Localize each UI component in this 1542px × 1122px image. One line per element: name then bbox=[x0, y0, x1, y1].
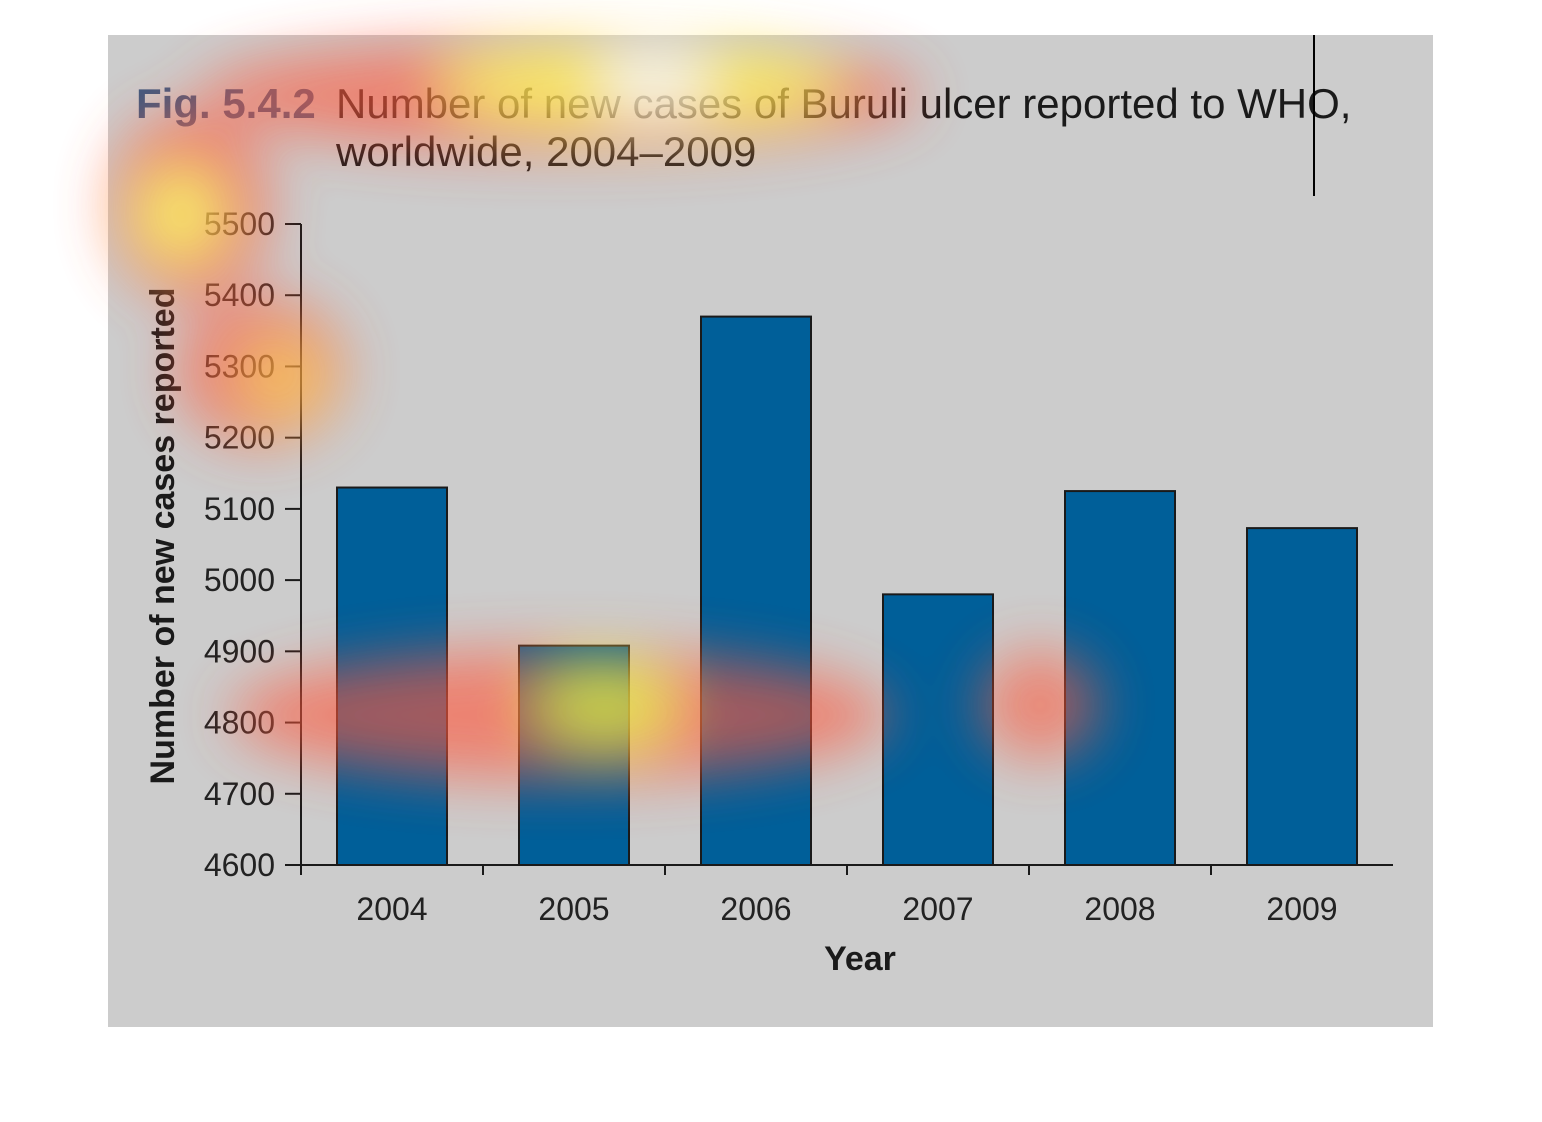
x-tick-label-2009: 2009 bbox=[1266, 891, 1337, 927]
y-tick-label-5100: 5100 bbox=[204, 491, 275, 527]
y-tick-label-4900: 4900 bbox=[204, 633, 275, 669]
x-tick-label-2006: 2006 bbox=[720, 891, 791, 927]
x-tick-label-2008: 2008 bbox=[1084, 891, 1155, 927]
x-tick-label-2004: 2004 bbox=[356, 891, 427, 927]
x-tick-label-2005: 2005 bbox=[538, 891, 609, 927]
y-tick-label-5000: 5000 bbox=[204, 562, 275, 598]
bar-2007 bbox=[882, 593, 994, 866]
attention-heatmap-overlay bbox=[110, 40, 1100, 780]
plot-area: 4600470048004900500051005200530054005500… bbox=[204, 206, 1393, 927]
bar-2009 bbox=[1246, 527, 1358, 866]
x-tick-label-2007: 2007 bbox=[902, 891, 973, 927]
bar-2006 bbox=[700, 315, 812, 867]
y-tick-label-4700: 4700 bbox=[204, 776, 275, 812]
x-axis-title: Year bbox=[824, 940, 896, 978]
y-tick-label-4600: 4600 bbox=[204, 847, 275, 883]
